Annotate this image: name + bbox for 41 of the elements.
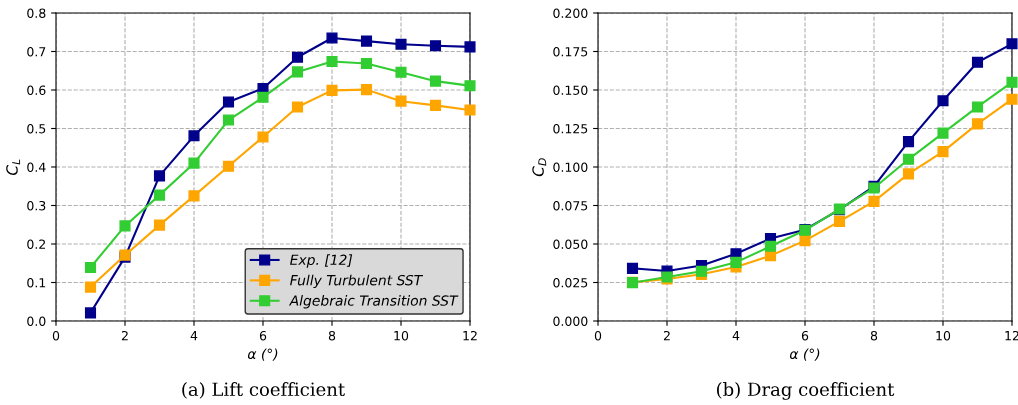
y-tick-label: 0.6 [27, 85, 46, 95]
x-tick-label: 2 [121, 330, 128, 341]
x-axis-title: α (°) [247, 348, 278, 361]
y-tick-label: 0.025 [553, 277, 588, 288]
y-tick-label: 0.200 [553, 8, 588, 18]
text: (b) Drag coefficient [717, 382, 895, 400]
x-tick-label: 4 [190, 331, 198, 341]
y-tick-label: 0.8 [27, 8, 46, 18]
y-tick-label: 0.125 [553, 123, 588, 134]
legend-label: Fully Turbulent SST [290, 274, 424, 289]
y-axis-title: C$_{D}$ [532, 158, 547, 177]
y-axis-title: C$_{L}$ [6, 159, 21, 175]
y-tick-label: 0.075 [553, 200, 588, 211]
legend-label: Algebraic Transition SST [288, 295, 459, 309]
x-tick-label: 6 [259, 330, 267, 341]
y-tick-label: 0.1 [27, 277, 46, 288]
y-tick-label: 0.7 [27, 46, 46, 57]
y-tick-label: 0.3 [27, 200, 46, 211]
x-tick-label: 12 [463, 330, 477, 341]
x-tick-label: 6 [801, 330, 809, 341]
y-tick-label: 0.4 [27, 162, 46, 172]
y-tick-label: 0.2 [27, 239, 46, 249]
y-tick-label: 0.175 [553, 46, 588, 57]
text: (a) Lift coefficient [182, 382, 346, 399]
legend-label: Exp. [12] [290, 254, 353, 268]
y-tick-label: 0.100 [553, 162, 588, 172]
x-tick-label: 4 [732, 331, 740, 341]
x-tick-label: 10 [936, 330, 951, 341]
y-tick-label: 0.0 [27, 316, 46, 326]
x-tick-label: 8 [328, 330, 336, 341]
y-tick-label: 0.150 [553, 85, 588, 95]
x-axis-title: α (°) [789, 348, 820, 361]
x-tick-label: 0 [594, 330, 602, 341]
x-tick-label: 10 [394, 330, 409, 341]
y-tick-label: 0.5 [27, 123, 46, 134]
x-tick-label: 12 [1005, 330, 1018, 341]
x-tick-label: 8 [870, 330, 878, 341]
x-tick-label: 0 [52, 330, 60, 341]
y-tick-label: 0.050 [553, 239, 588, 249]
y-tick-label: 0.000 [553, 316, 588, 326]
x-tick-label: 2 [663, 330, 670, 341]
